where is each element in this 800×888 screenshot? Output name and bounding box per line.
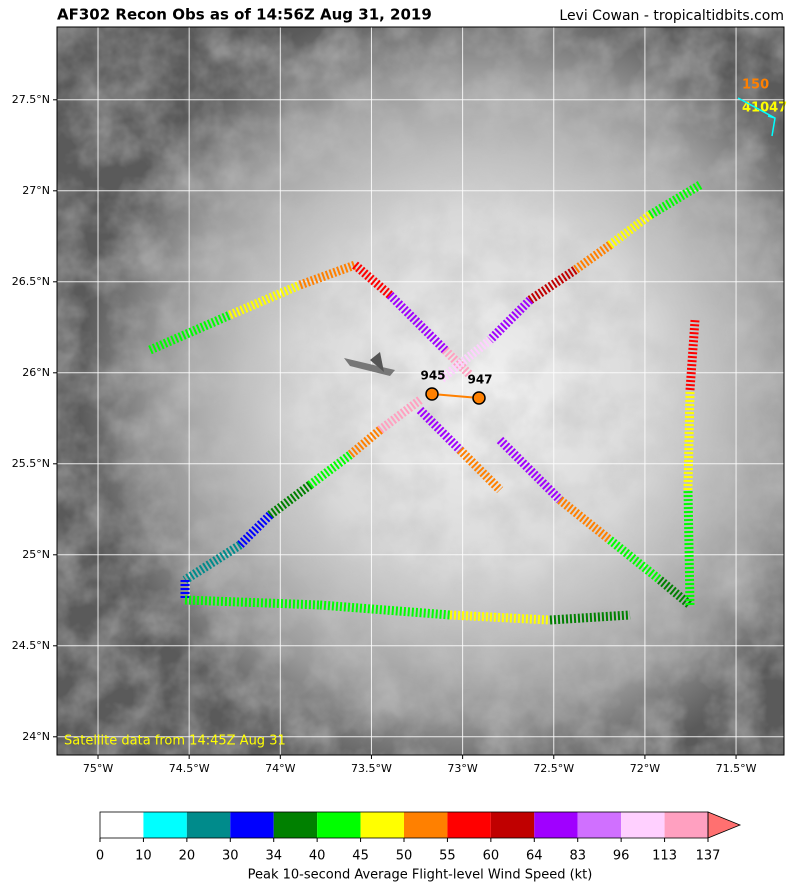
y-tick-label: 25.5°N: [12, 457, 50, 470]
y-tick-label: 27.5°N: [12, 93, 50, 106]
colorbar-box: [534, 812, 578, 838]
pressure-label: 945: [420, 369, 445, 383]
colorbar-box: [186, 812, 231, 838]
x-tick-label: 73.5°W: [351, 762, 392, 775]
center-fix: [425, 387, 439, 401]
colorbar-tick-label: 10: [135, 849, 152, 864]
colorbar-tick-label: 20: [179, 849, 196, 864]
center-fix: [472, 391, 486, 405]
x-tick-label: 75°W: [83, 762, 113, 775]
x-tick-label: 72°W: [630, 762, 660, 775]
map-frame: [56, 26, 785, 756]
y-tick-label: 24°N: [22, 730, 50, 743]
colorbar-box: [621, 812, 665, 838]
colorbar-tick-label: 0: [96, 849, 104, 864]
colorbar-tick-label: 113: [652, 849, 677, 864]
buoy-barb: [737, 97, 776, 137]
colorbar-tick-label: 40: [309, 849, 326, 864]
colorbar-box: [404, 812, 448, 838]
pressure-label: 947: [467, 373, 492, 387]
colorbar-tick-label: 83: [569, 849, 586, 864]
colorbar-tick-label: 64: [526, 849, 543, 864]
x-tick-label: 74°W: [265, 762, 295, 775]
colorbar-box: [143, 812, 187, 838]
colorbar-label: Peak 10-second Average Flight-level Wind…: [248, 868, 593, 883]
colorbar-tick-label: 34: [265, 849, 282, 864]
colorbar: 0 10 20 30 34 40 45 50 55 60 64 83 96 113 137: [96, 811, 742, 864]
y-tick-label: 25°N: [22, 548, 50, 561]
colorbar-tick-label: 96: [613, 849, 630, 864]
buoy-wind: 150: [742, 78, 769, 93]
colorbar-extend: [707, 811, 742, 839]
colorbar-box: [317, 812, 361, 838]
y-tick-label: 27°N: [22, 184, 50, 197]
satellite-image: [57, 27, 784, 755]
colorbar-tick-label: 137: [696, 849, 721, 864]
x-tick-label: 74.5°W: [169, 762, 210, 775]
grid: [57, 27, 784, 755]
colorbar-box: [664, 812, 708, 838]
credit: Levi Cowan - tropicaltidbits.com: [559, 8, 784, 24]
aircraft: [344, 352, 395, 376]
x-tick-label: 71.5°W: [716, 762, 757, 775]
y-tick-label: 26°N: [22, 366, 50, 379]
colorbar-box: [230, 812, 274, 838]
colorbar-tick-label: 55: [439, 849, 456, 864]
colorbar-box: [490, 812, 535, 838]
colorbar-tick-label: 45: [352, 849, 369, 864]
title: AF302 Recon Obs as of 14:56Z Aug 31, 201…: [57, 6, 432, 24]
colorbar-box: [273, 812, 318, 838]
flight-track: [148, 181, 703, 625]
colorbar-box: [360, 812, 404, 838]
colorbar-tick-label: 60: [483, 849, 500, 864]
colorbar-box: [577, 812, 622, 838]
satellite-note: Satellite data from 14:45Z Aug 31: [64, 734, 286, 749]
x-tick-label: 73°W: [447, 762, 477, 775]
colorbar-tick-label: 50: [396, 849, 413, 864]
colorbar-tick-label: 30: [222, 849, 239, 864]
x-tick-label: 72.5°W: [533, 762, 574, 775]
y-tick-label: 24.5°N: [12, 639, 50, 652]
colorbar-box: [100, 812, 144, 838]
buoy-id: 41047: [742, 101, 787, 116]
center-track: [431, 393, 480, 399]
y-tick-label: 26.5°N: [12, 275, 50, 288]
colorbar-box: [447, 812, 491, 838]
